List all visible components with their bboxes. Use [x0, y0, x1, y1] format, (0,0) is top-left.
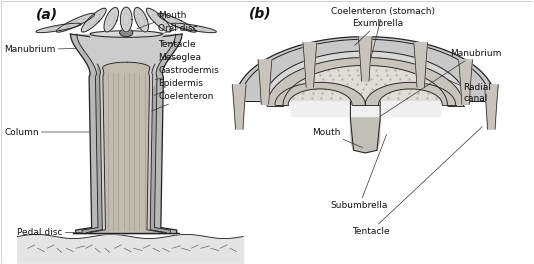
Polygon shape [104, 7, 119, 32]
Polygon shape [232, 85, 246, 129]
Polygon shape [235, 37, 496, 101]
Text: Tentacle: Tentacle [352, 127, 482, 236]
Polygon shape [150, 64, 170, 233]
Text: (a): (a) [35, 7, 58, 21]
Polygon shape [158, 13, 196, 32]
Polygon shape [365, 82, 456, 105]
Text: Manubrium: Manubrium [380, 49, 501, 116]
Polygon shape [358, 37, 372, 81]
Polygon shape [82, 64, 103, 233]
Text: Coelenteron (stomach): Coelenteron (stomach) [331, 7, 435, 59]
Polygon shape [154, 34, 182, 233]
Polygon shape [70, 34, 98, 233]
Polygon shape [459, 60, 473, 104]
Ellipse shape [120, 29, 133, 37]
Polygon shape [258, 60, 272, 104]
Text: Oral disc: Oral disc [158, 24, 198, 34]
Text: Column: Column [4, 128, 90, 136]
Polygon shape [36, 23, 81, 33]
Text: Mouth: Mouth [137, 11, 186, 29]
Polygon shape [240, 39, 490, 101]
Polygon shape [73, 233, 179, 234]
Polygon shape [81, 8, 106, 32]
Text: Exumbrella: Exumbrella [352, 19, 403, 45]
Text: Coelenteron: Coelenteron [152, 92, 214, 111]
Polygon shape [275, 82, 365, 105]
Text: Manubrium: Manubrium [4, 45, 76, 54]
Text: (b): (b) [249, 6, 272, 20]
Polygon shape [146, 8, 171, 32]
Polygon shape [120, 7, 132, 32]
Text: Subumbrella: Subumbrella [331, 135, 388, 210]
Polygon shape [303, 43, 317, 87]
Ellipse shape [90, 31, 162, 37]
Text: Epidermis: Epidermis [154, 79, 203, 95]
Text: Tentacle: Tentacle [158, 40, 196, 49]
Polygon shape [264, 51, 466, 101]
Polygon shape [484, 85, 498, 129]
Polygon shape [90, 62, 163, 233]
Polygon shape [267, 58, 464, 106]
Polygon shape [70, 34, 182, 233]
Text: Radial
canal: Radial canal [447, 80, 492, 102]
Polygon shape [350, 101, 380, 153]
Polygon shape [57, 13, 95, 32]
Text: Mesoglea: Mesoglea [158, 53, 201, 62]
Polygon shape [171, 23, 216, 33]
Text: Mouth: Mouth [312, 128, 363, 148]
Polygon shape [278, 58, 453, 101]
Polygon shape [134, 8, 148, 32]
Text: Pedal disc: Pedal disc [17, 228, 81, 237]
Polygon shape [291, 101, 439, 116]
Text: Gastrodermis: Gastrodermis [155, 66, 219, 80]
Polygon shape [414, 43, 428, 87]
